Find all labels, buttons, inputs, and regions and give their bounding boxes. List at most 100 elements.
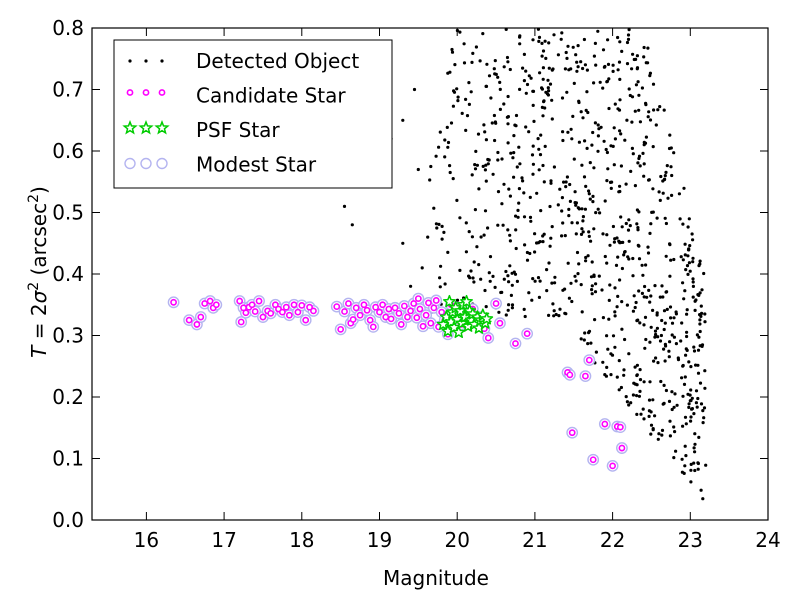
detected-object-point [643,315,648,319]
detected-object-point [689,415,693,419]
detected-object-point [627,257,631,261]
detected-object-point [473,163,477,167]
detected-object-point [606,167,610,171]
detected-object-point [638,164,642,168]
detected-object-point [632,381,636,385]
detected-object-point [574,203,578,207]
detected-object-point [566,261,570,265]
detected-object-point [510,271,514,275]
detected-object-point [651,82,656,86]
detected-object-point [640,263,644,267]
detected-object-point [462,61,467,65]
candidate-star-point [382,313,390,321]
detected-object-point [566,44,570,48]
detected-object-point [664,221,669,226]
detected-object-point [554,312,558,317]
detected-object-point [684,454,688,458]
detected-object-point [622,253,626,257]
detected-object-point [509,151,513,155]
detected-object-point [651,187,655,191]
detected-object-point [587,331,591,335]
detected-object-point [465,114,470,118]
candidate-star-point [242,309,250,317]
detected-object-point [602,139,606,143]
detected-object-point [445,125,449,129]
detected-object-point [525,250,530,255]
detected-object-point [585,146,589,150]
detected-object-point [686,225,690,229]
detected-object-point [637,257,642,261]
detected-object-point [618,40,622,44]
detected-object-point [456,95,460,99]
y-tick-label: 0.8 [52,16,84,40]
detected-object-point [669,316,673,320]
detected-object-point [638,368,642,372]
candidate-star-point [432,297,440,304]
detected-object-point [484,305,488,309]
detected-object-point [550,281,554,285]
detected-object-point [581,230,585,234]
detected-object-point [462,42,466,46]
detected-object-point [507,280,511,284]
detected-object-point [615,375,619,379]
detected-object-point [550,68,554,72]
candidate-star-point [496,319,504,327]
detected-object-point [644,135,649,139]
candidate-star-point [267,309,275,317]
detected-object-point [537,39,541,44]
detected-object-point [614,263,619,267]
detected-object-point [541,49,546,53]
detected-object-point [527,74,531,78]
detected-object-point [547,261,551,265]
detected-object-point [652,108,656,112]
detected-object-point [570,299,574,304]
detected-object-point [493,59,497,63]
detected-object-point [591,194,595,198]
detected-object-point [587,192,591,196]
detected-object-point [580,163,584,167]
y-tick-label: 0.5 [52,201,84,225]
detected-object-point [668,434,673,438]
detected-object-point [553,281,557,285]
detected-object-point [506,308,510,312]
detected-object-point [674,449,678,453]
detected-object-point [620,300,624,304]
candidate-star-point [410,300,418,307]
detected-object-point [590,292,594,296]
detected-object-point [487,271,491,275]
detected-object-point [696,293,700,297]
detected-object-point [594,282,598,286]
detected-object-point [617,60,622,64]
detected-object-point [502,182,506,186]
detected-object-point [492,113,496,118]
detected-object-point [540,41,544,46]
detected-object-point [609,373,613,377]
x-axis-label: Magnitude [383,566,489,590]
detected-object-point [627,239,631,243]
detected-object-point [631,274,635,278]
detected-object-point [506,60,510,64]
detected-object-point [626,37,631,42]
detected-object-point [658,198,662,202]
detected-object-point [651,308,655,312]
detected-object-point [698,329,702,334]
detected-object-point [626,228,631,232]
detected-object-point [535,241,539,245]
candidate-star-point [391,304,399,312]
detected-object-point [656,108,660,112]
detected-object-point [517,201,521,205]
detected-object-point [643,346,647,350]
detected-object-point [648,231,652,235]
detected-object-point [565,56,569,61]
detected-object-point [512,134,516,138]
detected-object-point [601,360,605,364]
detected-object-point [689,365,693,369]
detected-object-point [648,74,652,78]
detected-object-point [637,394,642,398]
detected-object-point [522,191,526,195]
detected-object-point [605,365,609,369]
detected-object-point [612,240,617,244]
detected-object-point [556,203,560,207]
detected-object-point [660,318,664,323]
detected-object-point [649,325,653,329]
